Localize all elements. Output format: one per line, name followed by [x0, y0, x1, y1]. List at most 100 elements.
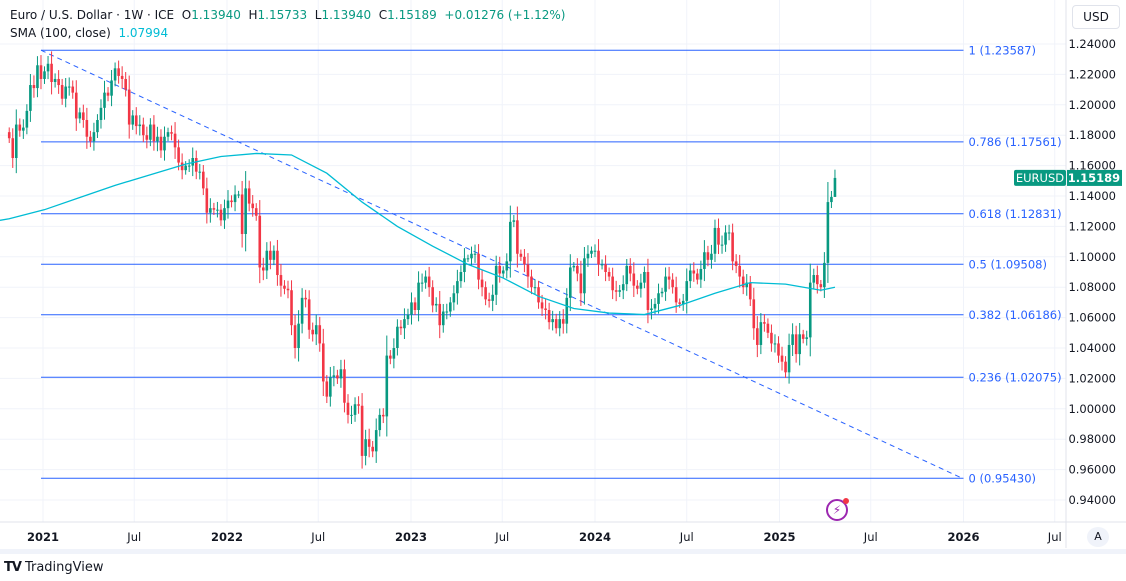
candle [350, 405, 353, 424]
candle-body [699, 268, 703, 280]
candle [269, 241, 272, 270]
candle-body [254, 208, 258, 216]
candle [759, 313, 763, 355]
candle [537, 280, 540, 309]
candle-body [50, 63, 53, 82]
candle-body [32, 85, 36, 89]
candle-body [219, 209, 223, 221]
candle [67, 77, 71, 96]
candle [399, 320, 403, 335]
candle-body [487, 299, 491, 301]
candle-body [463, 258, 466, 272]
price-tick-label: 0.96000 [1068, 463, 1116, 477]
candle [7, 127, 11, 143]
candle [763, 314, 766, 332]
candle [604, 255, 607, 282]
candle [173, 122, 177, 159]
candle-body [152, 124, 156, 142]
symbol-title[interactable]: Euro / U.S. Dollar · 1W · ICE [10, 8, 175, 22]
candle [752, 287, 756, 340]
candle [611, 267, 614, 300]
candle [696, 268, 699, 285]
candle-body [696, 273, 699, 280]
candle-body [399, 326, 403, 329]
candle [593, 244, 597, 258]
candle-body [381, 414, 385, 417]
candle-body [180, 162, 184, 171]
chart-legend: Euro / U.S. Dollar · 1W · ICE O1.13940 H… [10, 6, 565, 42]
candle [463, 248, 466, 283]
candle [184, 161, 187, 175]
candles [7, 51, 837, 469]
trend-line[interactable] [40, 49, 961, 478]
candle-body [593, 250, 597, 252]
candle [417, 271, 420, 322]
fib-retracement[interactable]: 1 (1.23587) 0.786 (1.17561) 0.618 (1.12831… [40, 43, 1062, 485]
candle [509, 205, 512, 278]
candle [830, 190, 833, 209]
candle [526, 253, 530, 288]
auto-scale-button[interactable]: A [1087, 527, 1109, 547]
candle-body [801, 334, 805, 339]
time-axis[interactable]: 2021 Jul 2022 Jul 2023 Jul 2024 Jul 2025 Jul 2026 J… [27, 530, 1062, 544]
candle [314, 314, 318, 346]
candle-body [554, 319, 558, 329]
price-axis[interactable]: 1.24000 1.22000 1.20000 1.18000 1.16000 1.140… [1068, 37, 1116, 507]
candle-body [703, 252, 706, 269]
candle-body [314, 325, 318, 335]
candle [85, 107, 89, 149]
candle [360, 393, 364, 469]
tradingview-logo[interactable]: TV TradingView [4, 560, 103, 575]
candle-body [99, 107, 103, 120]
candle-body [558, 319, 562, 329]
candle-body [808, 282, 812, 338]
candle-body [607, 272, 611, 277]
time-tick-label: Jul [679, 530, 694, 544]
candle-body [230, 200, 233, 203]
candle [272, 245, 276, 266]
candle-body [512, 220, 516, 222]
candle [558, 311, 562, 337]
candle [424, 270, 427, 289]
candle-body [427, 276, 431, 288]
candle [343, 359, 346, 413]
candle [445, 303, 449, 320]
candle-body [392, 348, 396, 359]
sma-legend[interactable]: SMA (100, close) 1.07994 [10, 24, 565, 42]
candle-body [103, 92, 106, 108]
price-tick-label: 1.16000 [1068, 159, 1116, 173]
candle-body [625, 265, 629, 285]
candle [92, 122, 96, 151]
candle [265, 242, 269, 280]
candle-body [156, 136, 159, 142]
candle [353, 397, 357, 422]
candle-body [438, 303, 442, 326]
candle-body [787, 344, 791, 373]
candle [636, 280, 639, 295]
candle [466, 254, 470, 262]
sma-line[interactable] [0, 152, 836, 316]
candle [600, 259, 604, 270]
lightning-alert-icon[interactable]: ⚡ [826, 498, 849, 521]
candle [14, 109, 18, 174]
chart-bottom-divider [0, 549, 1126, 554]
candle [452, 285, 456, 311]
candle-body [516, 220, 519, 254]
candle-body [756, 328, 759, 345]
candle [724, 225, 727, 252]
candle-body [692, 270, 696, 274]
candle [434, 297, 438, 313]
candle [149, 118, 152, 147]
candle-body [734, 261, 738, 266]
currency-button[interactable]: USD [1072, 5, 1120, 29]
candle [367, 428, 371, 458]
candle-body [329, 376, 332, 397]
candle [614, 280, 618, 302]
candle [187, 159, 191, 172]
price-tick-label: 1.02000 [1068, 371, 1116, 385]
candle [177, 139, 180, 171]
candle-body [18, 124, 22, 131]
candle-body [113, 68, 117, 81]
candle [233, 185, 237, 212]
